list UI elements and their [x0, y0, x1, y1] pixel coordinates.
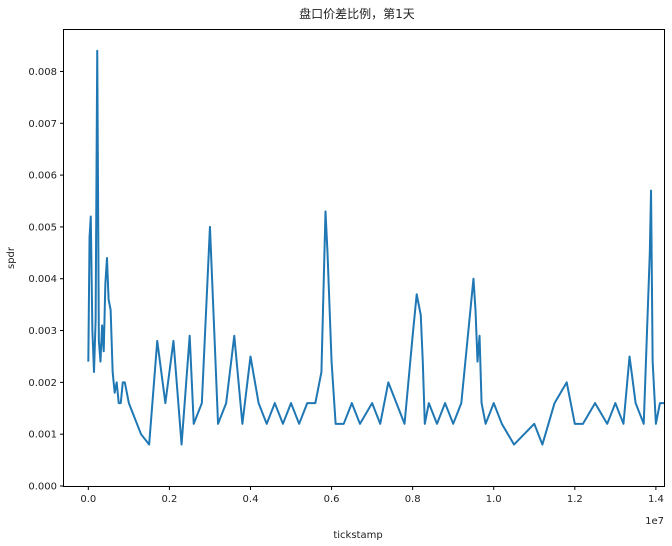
x-tick-label: 0.4 — [243, 494, 259, 505]
x-axis-offset-label: 1e7 — [645, 516, 664, 527]
x-tick-label: 0.6 — [324, 494, 340, 505]
x-tick-label: 1.4 — [648, 494, 664, 505]
x-tick-label: 0.2 — [161, 494, 177, 505]
y-tick-label: 0.002 — [28, 378, 57, 389]
x-tick-label: 1.2 — [567, 494, 583, 505]
x-tick-label: 0.0 — [80, 494, 96, 505]
plot-series-group — [87, 49, 664, 446]
y-tick-label: 0.003 — [28, 326, 57, 337]
x-axis-label: tickstamp — [333, 530, 382, 541]
y-axis-label: spdr — [6, 246, 17, 269]
series-line-0 — [87, 49, 664, 446]
axes-frame — [63, 29, 665, 487]
chart-title: 盘口价差比例，第1天 — [299, 6, 415, 21]
y-tick-label: 0.005 — [28, 222, 57, 233]
y-tick-label: 0.007 — [28, 119, 57, 130]
y-axis-ticks: 0.000 0.001 0.002 0.003 0.004 0.005 0.006 0.007… — [28, 67, 64, 493]
y-tick-label: 0.001 — [28, 430, 57, 441]
x-tick-label: 0.8 — [405, 494, 421, 505]
y-tick-label: 0.006 — [28, 171, 57, 182]
y-tick-label: 0.008 — [28, 67, 57, 78]
y-tick-label: 0.004 — [28, 274, 57, 285]
x-tick-label: 1.0 — [486, 494, 502, 505]
x-axis-ticks: 0.0 0.2 0.4 0.6 0.8 1.0 1.2 1.4 — [80, 486, 664, 505]
y-tick-label: 0.000 — [28, 482, 57, 493]
